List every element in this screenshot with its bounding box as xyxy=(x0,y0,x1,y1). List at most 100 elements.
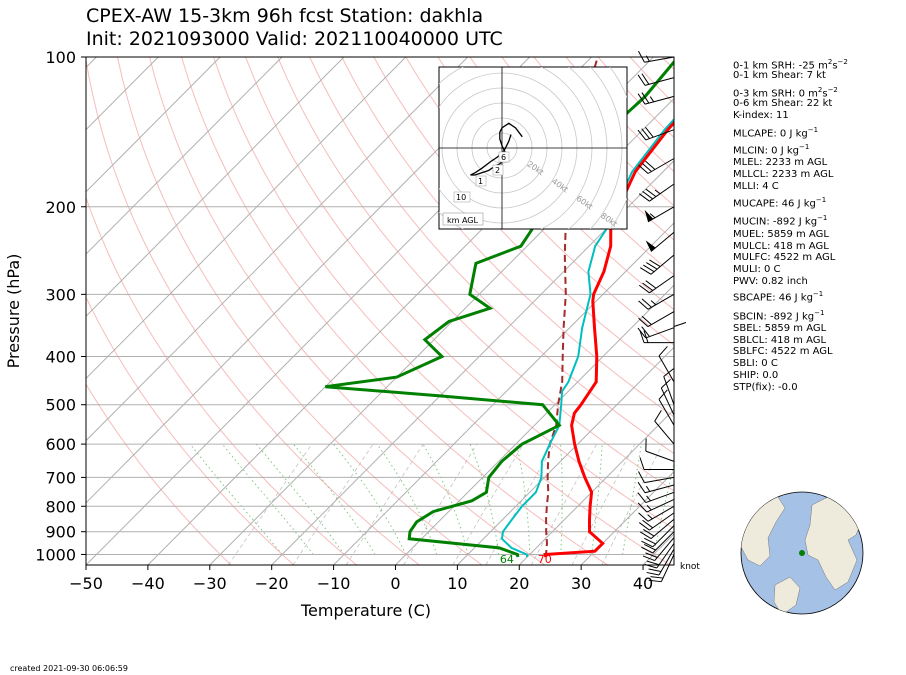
index-line: STP(fix): -0.0 xyxy=(733,382,798,393)
y-tick-label: 900 xyxy=(45,523,76,542)
moist-adiabat xyxy=(515,443,531,555)
wind-barb xyxy=(645,438,675,462)
x-tick-label: 0 xyxy=(390,574,400,593)
plot-title-line2: Init: 2021093000 Valid: 202110040000 UTC xyxy=(86,28,503,50)
mixing-ratio-line xyxy=(345,443,424,565)
wind-barb xyxy=(637,326,675,339)
dry-adiabat xyxy=(341,57,674,418)
isotherm xyxy=(580,470,674,565)
index-line: SBLCL: 418 m AGL xyxy=(733,335,827,346)
wind-barb xyxy=(641,531,675,554)
y-tick-label: 500 xyxy=(45,396,76,415)
moist-adiabat xyxy=(333,443,407,555)
index-line: SBEL: 5859 m AGL xyxy=(733,323,827,334)
moist-adiabat xyxy=(653,461,674,555)
index-line: MUCIN: -892 J kg−1 xyxy=(733,214,828,228)
isotherm xyxy=(86,57,469,442)
isotherm xyxy=(209,97,674,565)
created-stamp: created 2021-09-30 06:06:59 xyxy=(10,664,128,673)
dry-adiabat xyxy=(86,57,420,565)
wind-barb xyxy=(637,491,675,504)
index-line: PWV: 0.82 inch xyxy=(733,276,808,287)
barb-units: knot xyxy=(680,562,700,572)
wind-barb xyxy=(638,293,675,310)
y-tick-label: 200 xyxy=(45,198,76,217)
isotherm xyxy=(86,57,345,317)
isotherm xyxy=(86,57,159,131)
wind-barb xyxy=(641,525,675,548)
dry-adiabat xyxy=(277,57,674,492)
isotherm xyxy=(86,57,283,255)
wind-barb xyxy=(658,389,675,426)
wind-barb xyxy=(638,275,675,294)
wind-barb xyxy=(637,127,675,141)
index-line: 0-6 km Shear: 22 kt xyxy=(733,98,833,109)
dry-adiabat xyxy=(309,57,674,455)
wind-barb xyxy=(644,206,675,223)
index-line: SBLI: 0 C xyxy=(733,358,778,369)
isotherm xyxy=(457,346,674,565)
hodo-height-label: 10 xyxy=(456,193,466,202)
x-tick-label: −10 xyxy=(317,574,351,593)
dry-adiabat xyxy=(86,196,357,565)
wind-barb xyxy=(644,543,675,569)
wind-barb xyxy=(638,505,675,522)
index-line: MUEL: 5859 m AGL xyxy=(733,229,829,240)
wind-barb xyxy=(645,231,675,252)
index-line: MUCAPE: 46 J kg−1 xyxy=(733,196,827,210)
x-tick-label: 10 xyxy=(447,574,467,593)
moist-adiabat xyxy=(622,444,642,555)
y-tick-label: 400 xyxy=(45,348,76,367)
index-line: MLLCL: 2233 m AGL xyxy=(733,169,834,180)
wind-barb xyxy=(637,471,675,484)
surface-temp-label: 70 xyxy=(538,553,552,566)
index-line: 0-3 km SRH: 0 m2s−2 xyxy=(733,86,838,100)
x-axis-label: Temperature (C) xyxy=(300,601,431,620)
wind-barb xyxy=(638,512,675,531)
wind-barb xyxy=(637,498,675,513)
dry-adiabat xyxy=(149,57,546,565)
wind-barb xyxy=(639,518,675,540)
dry-adiabat xyxy=(373,57,674,382)
hodo-height-label: 1 xyxy=(478,177,483,186)
dry-adiabat xyxy=(405,57,674,346)
y-tick-label: 800 xyxy=(45,497,76,516)
wind-barb xyxy=(637,92,675,105)
isotherm xyxy=(395,284,674,565)
hodo-height-label: 2 xyxy=(495,166,500,175)
wind-barb xyxy=(639,254,675,275)
index-line: MULI: 0 C xyxy=(733,264,781,275)
y-tick-label: 1000 xyxy=(35,545,76,564)
location-globe xyxy=(740,491,864,615)
plot-area xyxy=(86,57,674,565)
y-tick-label: 300 xyxy=(45,285,76,304)
mixing-ratio-line xyxy=(485,443,555,565)
mixing-ratio-line xyxy=(292,443,374,565)
moist-adiabat xyxy=(560,444,563,555)
index-line: K-index: 11 xyxy=(733,110,789,121)
wind-barb xyxy=(654,410,675,445)
hodo-legend: km AGL xyxy=(447,216,479,225)
moist-adiabat xyxy=(256,443,345,555)
dry-adiabat xyxy=(86,296,295,565)
mixing-ratio-line xyxy=(228,443,313,565)
plot-title-line1: CPEX-AW 15-3km 96h fcst Station: dakhla xyxy=(86,5,484,27)
dry-adiabat xyxy=(437,57,674,311)
hodo-height-label: 6 xyxy=(501,153,506,162)
wind-barb xyxy=(638,311,675,328)
wind-barb xyxy=(637,481,675,494)
hodograph-trace xyxy=(470,122,523,176)
index-line: MLEL: 2233 m AGL xyxy=(733,157,828,168)
wind-barb xyxy=(637,50,675,63)
x-tick-label: −50 xyxy=(69,574,103,593)
wind-barb xyxy=(637,73,675,86)
isotherm xyxy=(86,57,407,380)
wind-barb xyxy=(648,554,675,583)
wind-barb xyxy=(673,322,687,357)
wind-barb xyxy=(638,158,675,174)
x-tick-label: −20 xyxy=(255,574,289,593)
index-line: 0-1 km SRH: -25 m2s−2 xyxy=(733,58,848,72)
y-tick-label: 600 xyxy=(45,435,76,454)
wind-barb xyxy=(639,330,674,344)
